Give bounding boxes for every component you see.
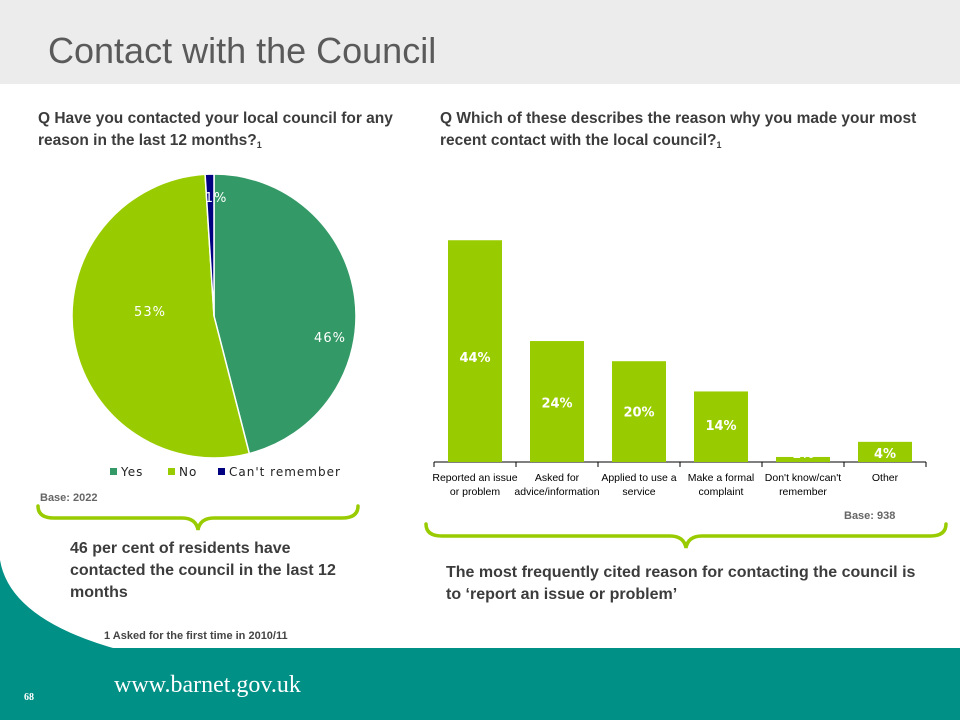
header-band bbox=[0, 0, 960, 84]
pie-slice-1 bbox=[71, 173, 251, 459]
legend-swatch bbox=[110, 468, 117, 475]
bar-question-text: Q Which of these describes the reason wh… bbox=[440, 110, 917, 149]
bar-value-label: 44% bbox=[459, 351, 490, 366]
bar bbox=[530, 341, 584, 462]
pie-question-footnote-mark: 1 bbox=[256, 140, 262, 150]
legend-label: Can't remember bbox=[229, 465, 341, 479]
left-brace bbox=[36, 504, 360, 531]
footnote: 1 Asked for the first time in 2010/11 bbox=[104, 630, 288, 642]
bar-chart: 44% Reported an issue or problem 24% Asked f… bbox=[432, 240, 927, 498]
bar-value-label: 20% bbox=[623, 406, 654, 421]
bar bbox=[776, 456, 830, 462]
bar-value-label: 4% bbox=[874, 447, 896, 462]
bar-base-note: Base: 938 bbox=[844, 510, 896, 522]
bar-category-label: Don't know/can't bbox=[765, 472, 841, 484]
footer-band bbox=[0, 648, 960, 720]
pie-summary: 46 per cent of residents have contacted … bbox=[70, 540, 336, 601]
bar-summary: The most frequently cited reason for con… bbox=[446, 564, 916, 603]
pie-slice-2 bbox=[204, 173, 215, 317]
page-number: 68 bbox=[24, 692, 34, 703]
bar bbox=[612, 361, 666, 462]
bar-category-label: advice/information bbox=[514, 486, 599, 498]
legend-swatch bbox=[218, 468, 225, 475]
pie-base-note: Base: 2022 bbox=[40, 492, 98, 504]
pie-value-label: 46% bbox=[314, 331, 346, 346]
website-url: www.barnet.gov.uk bbox=[114, 672, 301, 698]
legend-label: Yes bbox=[120, 465, 143, 479]
legend-label: No bbox=[179, 465, 197, 479]
bar-value-label: 1% bbox=[792, 447, 814, 462]
bar bbox=[694, 391, 748, 462]
bar bbox=[858, 441, 912, 462]
right-brace bbox=[424, 522, 948, 549]
bar-category-label: Applied to use a bbox=[601, 472, 676, 484]
bar-question: Q Which of these describes the reason wh… bbox=[440, 108, 940, 153]
bar-category-label: Reported an issue bbox=[432, 472, 517, 484]
bar-value-label: 24% bbox=[541, 397, 572, 412]
pie-question: Q Have you contacted your local council … bbox=[38, 108, 418, 153]
pie-chart: 46% 53% 1% Yes No Can't remember bbox=[71, 173, 357, 479]
bar-value-label: 14% bbox=[705, 419, 736, 434]
legend-swatch bbox=[168, 468, 175, 475]
bar-category-label: Other bbox=[872, 472, 899, 484]
pie-question-text: Q Have you contacted your local council … bbox=[38, 110, 393, 149]
bar-category-label: complaint bbox=[699, 486, 744, 498]
bar-question-footnote-mark: 1 bbox=[716, 140, 722, 150]
bar bbox=[448, 240, 502, 462]
pie-value-label: 53% bbox=[134, 305, 166, 320]
bar-category-label: Make a formal bbox=[688, 472, 755, 484]
page-title: Contact with the Council bbox=[48, 30, 437, 71]
pie-slice-0 bbox=[213, 173, 357, 455]
bar-category-label: Asked for bbox=[535, 472, 580, 484]
bar-category-label: service bbox=[622, 486, 655, 498]
pie-value-label: 1% bbox=[205, 191, 228, 206]
footer-swoosh bbox=[0, 560, 120, 650]
bar-category-label: remember bbox=[779, 486, 827, 498]
bar-category-label: or problem bbox=[450, 486, 500, 498]
